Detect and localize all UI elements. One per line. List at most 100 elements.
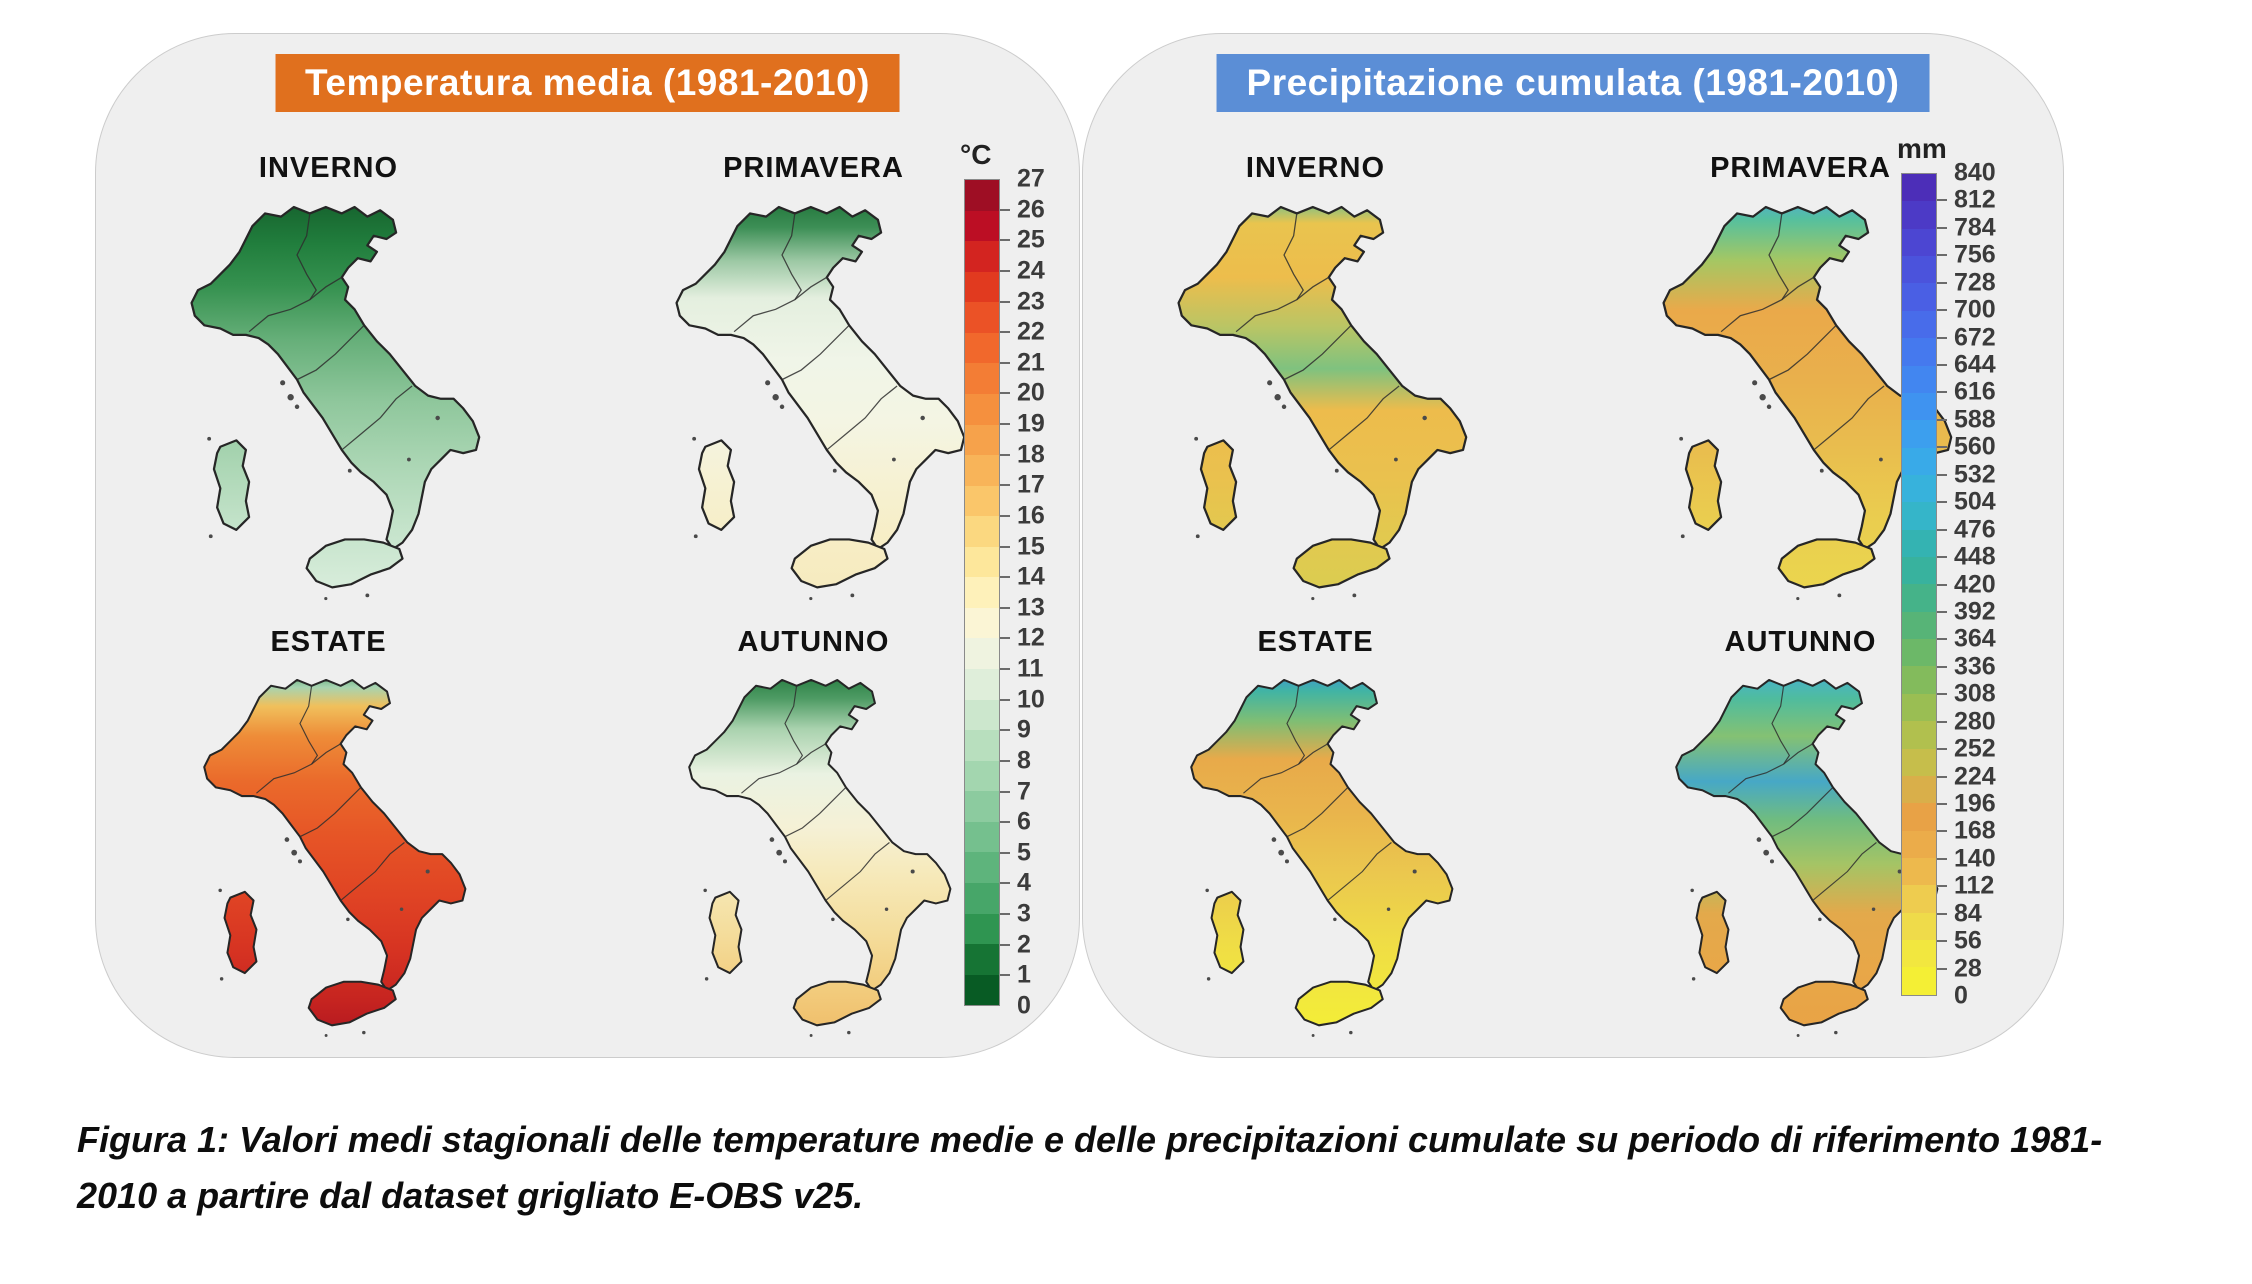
colorbar-tick [1937, 748, 1947, 751]
colorbar-segment [965, 516, 999, 547]
colorbar-tick [1000, 361, 1010, 364]
colorbar-tick [1937, 418, 1947, 421]
colorbar-tick-label: 17 [1017, 470, 1045, 499]
region-border [340, 385, 412, 451]
islet-dot [399, 907, 403, 911]
italy-map-svg [1674, 678, 1938, 1037]
colorbar-tick-label: 25 [1017, 225, 1045, 254]
season-label-primavera: PRIMAVERA [723, 152, 904, 184]
islet-dot [347, 468, 352, 473]
islet-dot [764, 380, 770, 386]
islet-dot [1766, 404, 1771, 410]
colorbar-tick-label: 2 [1017, 930, 1031, 959]
islet-dot [279, 380, 285, 386]
italy-map-autunno-precipitation [1653, 667, 1949, 1047]
region-border [825, 385, 897, 451]
italy-mainland [1189, 678, 1453, 992]
region-border [740, 743, 826, 794]
colorbar-tick [1000, 545, 1010, 548]
colorbar-segment [965, 730, 999, 761]
colorbar-segment [1902, 721, 1936, 749]
region-border [1727, 743, 1813, 794]
colorbar-segment [1902, 940, 1936, 968]
season-label-autunno: AUTUNNO [737, 626, 890, 658]
italy-mainland [674, 205, 965, 551]
colorbar-tick-label: 840 [1954, 158, 1996, 187]
colorbar-tick [1000, 208, 1010, 211]
sicily [1779, 980, 1869, 1027]
colorbar-segment [1902, 201, 1936, 229]
region-border [1326, 842, 1392, 901]
colorbar-tick [1000, 943, 1010, 946]
islet-dot [345, 917, 350, 922]
colorbar-tick [1000, 698, 1010, 701]
colorbar-segment [965, 485, 999, 517]
islet-dot [1421, 415, 1427, 421]
colorbar-tick-label: 140 [1954, 844, 1996, 873]
region-border [1770, 685, 1790, 765]
colorbar-tick-label: 364 [1954, 624, 1996, 653]
islet-dot [702, 888, 707, 893]
colorbar-segment [1902, 174, 1936, 202]
islet-dot [809, 1034, 813, 1037]
italy-map-inverno-temperature [166, 193, 492, 611]
islet-dot [808, 596, 812, 601]
colorbar-segment [965, 607, 999, 639]
colorbar-tick-label: 756 [1954, 240, 1996, 269]
islet-dot [208, 534, 213, 539]
colorbar-tick [1937, 885, 1947, 888]
colorbar-tick-label: 560 [1954, 432, 1996, 461]
islet-dot [1348, 1030, 1353, 1035]
colorbar-tick [1937, 473, 1947, 476]
italy-mainland [687, 678, 951, 992]
islet-dot [884, 907, 888, 911]
colorbar-tick [1937, 446, 1947, 449]
colorbar-tick-label: 476 [1954, 515, 1996, 544]
colorbar-segment [965, 699, 999, 731]
region-border [298, 685, 318, 765]
colorbar-tick-label: 3 [1017, 899, 1031, 928]
colorbar-segment [1902, 639, 1936, 667]
islet-dot [1836, 593, 1841, 598]
islet-dot [1897, 869, 1902, 874]
islet-dot [910, 869, 915, 874]
islet-dot [1311, 1034, 1315, 1037]
colorbar-tick-label: 22 [1017, 317, 1045, 346]
islet-dot [434, 415, 440, 421]
colorbar-tick-label: 7 [1017, 777, 1031, 806]
colorbar-tick-label: 19 [1017, 409, 1045, 438]
colorbar-segment [1902, 474, 1936, 503]
islet-dot [1769, 859, 1774, 864]
colorbar-tick-label: 15 [1017, 532, 1045, 561]
islet-dot [1281, 404, 1286, 410]
italy-map-svg [1189, 678, 1453, 1037]
italy-map-estate-precipitation [1168, 667, 1464, 1047]
italy-map-svg [687, 678, 951, 1037]
season-label-primavera: PRIMAVERA [1710, 152, 1891, 184]
colorbar-tick [1000, 668, 1010, 671]
islet-dot [1193, 436, 1198, 441]
colorbar-tick-label: 26 [1017, 195, 1045, 224]
colorbar-tick-label: 10 [1017, 685, 1045, 714]
region-border [781, 324, 850, 381]
colorbar-tick [1000, 821, 1010, 824]
colorbar-segment [1902, 256, 1936, 284]
italy-mainland [189, 205, 480, 551]
colorbar-tick-label: 13 [1017, 593, 1045, 622]
colorbar-tick-label: 728 [1954, 268, 1996, 297]
islet-dot [294, 404, 299, 410]
season-label-inverno: INVERNO [1245, 152, 1386, 184]
islet-dot [1758, 394, 1766, 401]
colorbar-tick [1937, 309, 1947, 312]
region-border [1767, 213, 1789, 301]
sicily [1292, 538, 1391, 589]
colorbar-segment [1902, 228, 1936, 257]
islet-dot [891, 457, 896, 462]
islet-dot [1310, 596, 1314, 601]
islet-dot [206, 436, 211, 441]
colorbar-tick [1937, 775, 1947, 778]
colorbar-segment [965, 302, 999, 333]
colorbar-segment [965, 974, 999, 1006]
colorbar-tick-label: 11 [1017, 654, 1044, 683]
colorbar-segment [965, 944, 999, 975]
